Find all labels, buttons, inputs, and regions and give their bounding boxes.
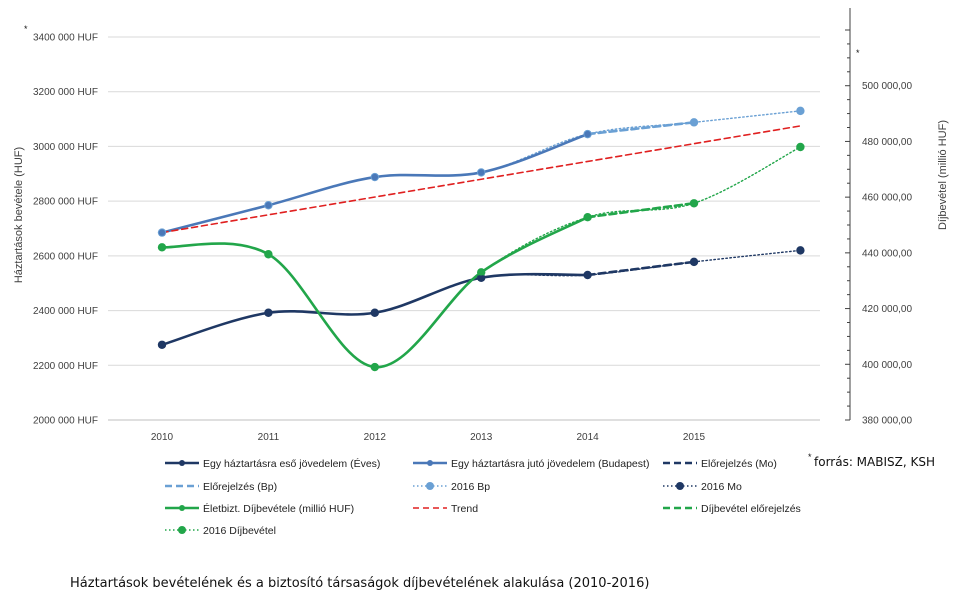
data-point bbox=[796, 106, 805, 116]
y-tick-label: 3400 000 HUF bbox=[33, 33, 98, 44]
y2-tick-label: 460 000,00 bbox=[862, 193, 912, 204]
y2-tick-label: 380 000,00 bbox=[862, 416, 912, 427]
data-point bbox=[265, 309, 272, 316]
data-point bbox=[371, 173, 378, 181]
series-line-forecast-dij bbox=[586, 201, 696, 219]
data-point bbox=[478, 169, 485, 176]
data-point bbox=[796, 142, 805, 152]
x-tick-label: 2015 bbox=[683, 432, 706, 443]
gridlines bbox=[108, 36, 820, 421]
legend-label: 2016 Mo bbox=[701, 481, 742, 493]
y-tick-label: 2600 000 HUF bbox=[33, 251, 98, 262]
data-point bbox=[689, 118, 699, 127]
legend-marker bbox=[426, 482, 434, 490]
axes: 2000 000 HUF 2200 000 HUF 2400 000 HUF 2600… bbox=[33, 8, 912, 443]
y-tick-label: 3200 000 HUF bbox=[33, 87, 98, 98]
legend-label: 2016 Bp bbox=[451, 481, 490, 493]
data-point bbox=[265, 202, 272, 209]
legend-label: Előrejelzés (Bp) bbox=[203, 481, 277, 493]
data-point bbox=[689, 199, 699, 208]
x-tick-label: 2012 bbox=[364, 432, 387, 443]
y2-tick-label: 420 000,00 bbox=[862, 304, 912, 315]
left-axis-star: * bbox=[24, 24, 28, 34]
legend-marker bbox=[179, 460, 185, 466]
data-point bbox=[158, 341, 166, 348]
data-point bbox=[584, 214, 591, 221]
series-line-2016-mo bbox=[161, 249, 802, 346]
legend-marker bbox=[427, 460, 433, 466]
data-point bbox=[478, 269, 485, 276]
x-tick-label: 2013 bbox=[470, 432, 493, 443]
y-tick-label: 3000 000 HUF bbox=[33, 142, 98, 153]
series-line-trend bbox=[161, 125, 802, 234]
source-note: forrás: MABISZ, KSH bbox=[814, 455, 935, 469]
legend-label: Előrejelzés (Mo) bbox=[701, 458, 777, 470]
y2-tick-label: 480 000,00 bbox=[862, 137, 912, 148]
markers-layer bbox=[157, 106, 805, 372]
source-star: * bbox=[808, 452, 812, 462]
legend-label: Trend bbox=[451, 503, 478, 515]
y2-axis-title: Díjbevétel (millió HUF) bbox=[937, 120, 949, 230]
data-point bbox=[478, 274, 485, 281]
y2-tick-label: 500 000,00 bbox=[862, 81, 912, 92]
y-tick-label: 2200 000 HUF bbox=[33, 361, 98, 372]
data-point bbox=[584, 271, 591, 279]
y2-tick-label: 440 000,00 bbox=[862, 248, 912, 259]
legend-label: Díjbevétel előrejelzés bbox=[701, 503, 801, 515]
data-point bbox=[584, 130, 591, 138]
data-point bbox=[158, 244, 166, 251]
y-tick-label: 2800 000 HUF bbox=[33, 197, 98, 208]
chart-caption: Háztartások bevételének és a biztosító t… bbox=[70, 576, 649, 591]
legend-marker bbox=[676, 482, 684, 490]
series-layer bbox=[160, 110, 802, 369]
legend-label: Egy háztartásra eső jövedelem (Éves) bbox=[203, 457, 380, 470]
y-axis-title: Háztartások bevétele (HUF) bbox=[13, 147, 25, 283]
data-point bbox=[265, 251, 272, 258]
series-line-forecast-mo bbox=[586, 260, 696, 277]
legend: Egy háztartásra eső jövedelem (Éves) Egy … bbox=[165, 457, 801, 537]
x-tick-label: 2014 bbox=[576, 432, 599, 443]
series-line-dij bbox=[160, 215, 589, 369]
legend-label: Életbizt. Díjbevétele (millió HUF) bbox=[203, 502, 354, 515]
legend-label: Egy háztartásra jutó jövedelem (Budapest… bbox=[451, 458, 649, 470]
series-line-forecast-bp bbox=[586, 121, 696, 136]
data-point bbox=[796, 246, 805, 255]
legend-marker bbox=[178, 526, 186, 534]
right-axis-star: * bbox=[856, 48, 860, 58]
legend-marker bbox=[179, 505, 185, 511]
data-point bbox=[689, 257, 699, 267]
series-line-bp bbox=[160, 132, 589, 234]
x-tick-label: 2010 bbox=[151, 432, 174, 443]
x-tick-label: 2011 bbox=[258, 432, 280, 443]
data-point bbox=[371, 363, 378, 371]
y2-tick-label: 400 000,00 bbox=[862, 360, 912, 371]
data-point bbox=[158, 229, 166, 236]
data-point bbox=[371, 309, 378, 316]
legend-label: 2016 Díjbevétel bbox=[203, 525, 276, 537]
y-tick-label: 2000 000 HUF bbox=[33, 416, 98, 427]
y-tick-label: 2400 000 HUF bbox=[33, 306, 98, 317]
